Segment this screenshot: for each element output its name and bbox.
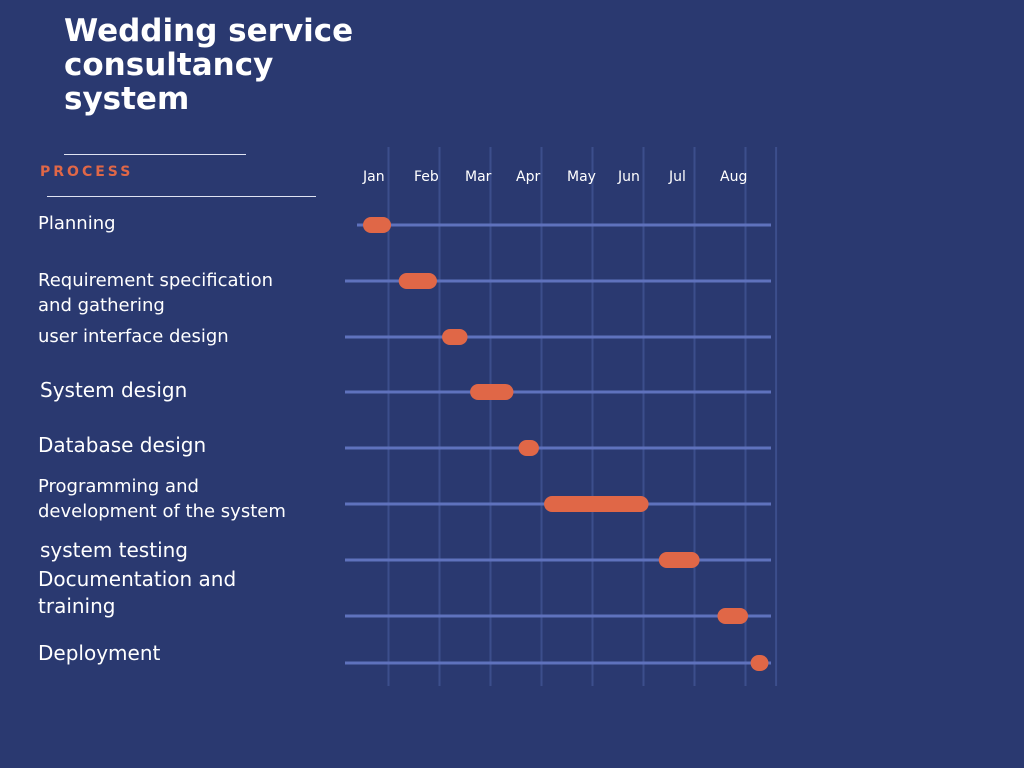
header-divider [47, 196, 316, 197]
task-label-system-testing: system testing [40, 538, 188, 562]
chart-title: Wedding service consultancy system [64, 13, 354, 117]
title-divider [64, 154, 246, 155]
task-bar [442, 329, 468, 345]
task-label-ui-design: user interface design [38, 326, 229, 347]
task-bar [363, 217, 392, 233]
month-label-apr: Apr [516, 169, 540, 185]
task-label-programming: Programming and development of the syste… [38, 476, 286, 522]
task-label-system-design: System design [40, 378, 188, 402]
month-label-jul: Jul [668, 169, 686, 185]
task-label-documentation: Documentation and training [38, 567, 237, 618]
task-bar [658, 552, 700, 568]
task-label-requirements: Requirement specification and gathering [38, 270, 274, 316]
task-label-database-design: Database design [38, 433, 207, 457]
task-bar [470, 384, 514, 400]
task-bar [544, 496, 649, 512]
task-bar [398, 273, 437, 289]
month-label-aug: Aug [720, 169, 747, 185]
month-label-may: May [567, 169, 596, 185]
month-label-mar: Mar [465, 169, 492, 185]
task-bar [717, 608, 749, 624]
month-label-feb: Feb [414, 169, 439, 185]
month-label-jan: Jan [362, 169, 385, 185]
task-label-planning: Planning [38, 213, 116, 234]
month-label-jun: Jun [617, 169, 640, 185]
process-heading: PROCESS [40, 164, 134, 180]
task-label-deployment: Deployment [38, 641, 161, 665]
task-bar [518, 440, 539, 456]
task-bar [750, 655, 769, 671]
